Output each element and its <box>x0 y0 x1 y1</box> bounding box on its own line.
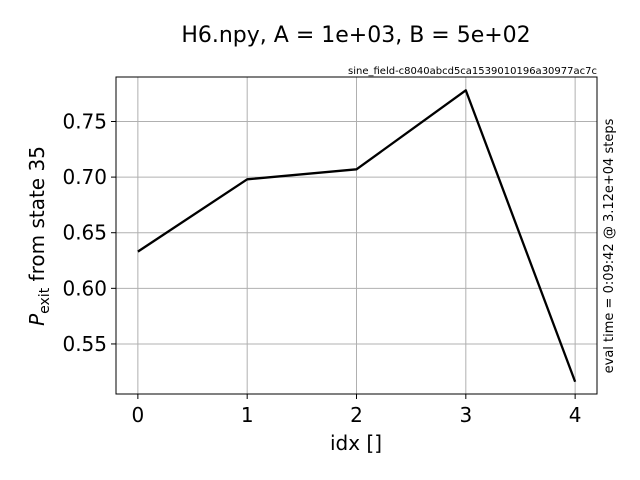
grid-lines <box>116 77 597 394</box>
x-tick-label: 4 <box>569 403 582 427</box>
y-axis-label: Pexit from state 35 <box>25 146 53 326</box>
eval-time-label: eval time = 0:09:42 @ 3.12e+04 steps <box>602 118 617 373</box>
y-tick-label: 0.70 <box>62 165 107 189</box>
x-tick-label: 1 <box>241 403 254 427</box>
y-tick-label: 0.55 <box>62 332 107 356</box>
y-axis-ticks: 0.55 0.60 0.65 0.70 0.75 <box>62 109 116 356</box>
y-axis-label-main: P <box>25 313 49 326</box>
x-axis-label: idx [] <box>330 431 382 455</box>
y-axis-label-rest: from state 35 <box>25 146 49 288</box>
x-tick-label: 0 <box>131 403 144 427</box>
y-tick-label: 0.60 <box>62 276 107 300</box>
series-group <box>137 89 577 383</box>
series-line <box>137 89 577 383</box>
y-tick-label: 0.65 <box>62 221 107 245</box>
chart-title: H6.npy, A = 1e+03, B = 5e+02 <box>181 23 530 48</box>
x-axis-ticks: 0 1 2 3 4 <box>131 394 582 427</box>
x-tick-label: 3 <box>459 403 472 427</box>
chart-subtitle: sine_field-c8040abcd5ca1539010196a30977a… <box>348 66 597 77</box>
y-tick-label: 0.75 <box>62 109 107 133</box>
y-axis-label-subscript: exit <box>37 287 53 314</box>
x-tick-label: 2 <box>350 403 363 427</box>
